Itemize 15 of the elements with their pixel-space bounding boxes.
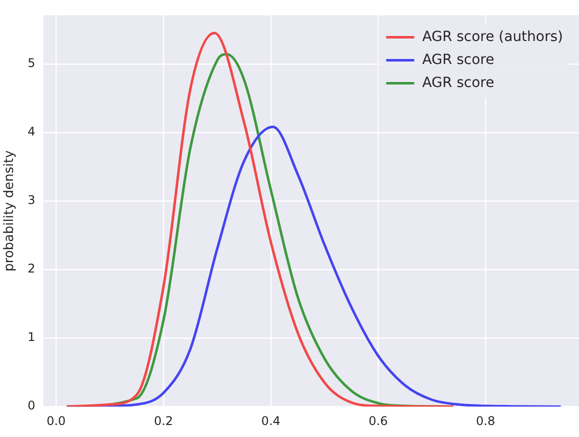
legend-label: AGR score (authors) [422,28,563,45]
y-tick-label: 1 [28,330,36,344]
legend-label: AGR score [422,52,494,68]
x-tick-label: 0.8 [476,414,496,428]
x-tick-label: 0.6 [368,414,388,428]
y-tick-label: 2 [28,262,36,276]
legend-label: AGR score [422,74,494,91]
y-tick-label: 4 [28,124,36,139]
y-tick-label: 5 [28,56,36,70]
y-tick-label: 3 [28,193,36,208]
x-tick-label: 0.4 [261,414,280,428]
y-axis-title: probability density [2,150,18,272]
x-tick-label: 0.0 [46,414,66,428]
x-tick-label: 0.2 [154,414,174,428]
y-tick-label: 0 [28,398,36,413]
